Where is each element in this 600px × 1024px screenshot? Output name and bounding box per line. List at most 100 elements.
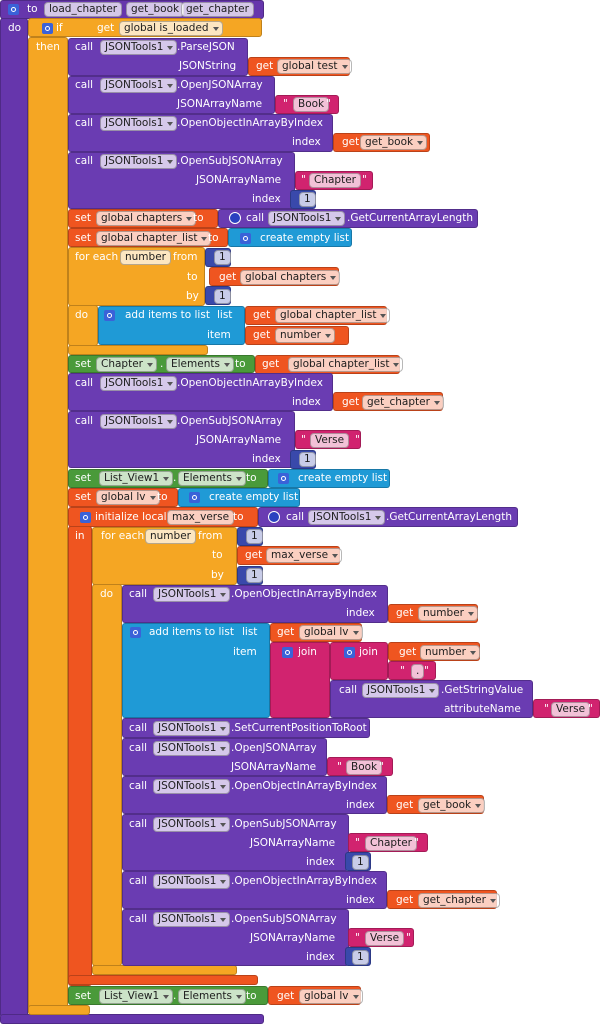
block-label: get — [253, 309, 271, 321]
gear-icon — [80, 512, 91, 523]
block-label: . — [173, 472, 177, 484]
block-field: 1 — [352, 855, 369, 870]
block-label: get — [342, 136, 360, 148]
block-label: JSONArrayName — [250, 837, 336, 849]
block-label: to — [208, 232, 219, 244]
block-label: call — [75, 155, 94, 167]
block-field: Verse — [310, 433, 350, 448]
block-label: . — [160, 358, 164, 370]
block-field: get_book — [418, 798, 486, 813]
block-field: global chapter_list — [96, 231, 212, 246]
block-label: get — [396, 799, 414, 811]
block-label: call — [129, 780, 148, 792]
block-field: Verse — [551, 702, 591, 717]
block-label: .OpenSubJSONArray — [231, 913, 337, 925]
block-field: JSONTools1 — [153, 741, 231, 756]
block-field: number — [275, 328, 335, 343]
block-label: get — [396, 894, 414, 906]
block-label: call — [75, 117, 94, 129]
block-label: by — [211, 569, 224, 581]
block-label: join — [298, 646, 317, 658]
block-label: join — [359, 646, 378, 658]
block-label: call — [129, 742, 148, 754]
block-field: JSONTools1 — [153, 912, 231, 927]
block-label: to — [235, 358, 246, 370]
block-label: " — [326, 98, 331, 110]
block — [68, 305, 98, 346]
gear-icon — [278, 473, 289, 484]
block — [98, 306, 245, 345]
block-label: from — [198, 530, 223, 542]
block-label: get — [97, 22, 115, 34]
block-field: 1 — [214, 250, 231, 265]
block-label: set — [75, 212, 92, 224]
block-label: JSONArrayName — [177, 98, 263, 110]
block-label: do — [100, 588, 114, 600]
gear-icon — [8, 4, 19, 15]
block-label: for each — [101, 530, 145, 542]
block-label: .OpenSubJSONArray — [177, 155, 283, 167]
block — [0, 18, 28, 1018]
block-label: index — [306, 951, 335, 963]
gear-icon — [42, 23, 53, 34]
block-label: call — [129, 818, 148, 830]
block — [28, 1005, 90, 1015]
block-label: index — [292, 136, 321, 148]
block-field: JSONTools1 — [100, 40, 178, 55]
help-icon — [268, 511, 280, 523]
block-field: 1 — [299, 192, 316, 207]
block-label: create empty list — [298, 472, 388, 484]
block-field: 1 — [246, 529, 263, 544]
block-label: JSONString — [179, 60, 237, 72]
block-label: to — [193, 212, 204, 224]
block-field: JSONTools1 — [153, 587, 231, 602]
block-label: " — [414, 837, 419, 849]
block-label: " — [301, 434, 306, 446]
block-label: .OpenObjectInArrayByIndex — [231, 780, 377, 792]
block — [68, 526, 92, 986]
block-field: JSONTools1 — [362, 683, 440, 698]
block-label: in — [75, 530, 85, 542]
block-label: " — [379, 761, 384, 773]
block-field: Chapter — [96, 357, 157, 372]
block-label: .ParseJSON — [177, 41, 235, 53]
block — [178, 488, 300, 507]
block-field: global chapters — [96, 211, 197, 226]
block — [68, 345, 208, 355]
block-label: get — [277, 990, 295, 1002]
block-label: call — [129, 913, 148, 925]
block-label: index — [252, 193, 281, 205]
block-field: 1 — [214, 289, 231, 304]
block-field: get_chapter — [181, 2, 254, 17]
block-field: JSONTools1 — [308, 510, 386, 525]
block-field: max_verse — [266, 548, 343, 563]
block-label: .GetCurrentArrayLength — [386, 511, 512, 523]
block-label: get — [245, 549, 263, 561]
block-label: set — [75, 358, 92, 370]
block-field: global lv — [299, 625, 363, 640]
block-label: index — [292, 396, 321, 408]
block-label: .GetStringValue — [441, 684, 524, 696]
block-label: attributeName — [444, 703, 521, 715]
block-field: global test — [277, 59, 352, 74]
block-label: .OpenSubJSONArray — [177, 415, 283, 427]
block-label: list — [242, 626, 258, 638]
block-label: index — [252, 453, 281, 465]
block-label: to — [246, 472, 257, 484]
block-label: to — [187, 271, 198, 283]
block-label: .SetCurrentPositionToRoot — [231, 722, 367, 734]
block-label: add items to list — [149, 626, 234, 638]
block-label: .OpenSubJSONArray — [231, 818, 337, 830]
block-label: create empty list — [209, 491, 299, 503]
block-label: JSONArrayName — [196, 434, 282, 446]
block-field: JSONTools1 — [100, 376, 178, 391]
block-field: JSONTools1 — [100, 154, 178, 169]
block-label: index — [346, 894, 375, 906]
block-label: " — [355, 837, 360, 849]
block-label: call — [246, 212, 265, 224]
block-field: JSONTools1 — [153, 721, 231, 736]
block-label: JSONArrayName — [231, 761, 317, 773]
block-field: Elements — [178, 471, 246, 486]
block-field: JSONTools1 — [153, 779, 231, 794]
block-label: to — [246, 990, 257, 1002]
